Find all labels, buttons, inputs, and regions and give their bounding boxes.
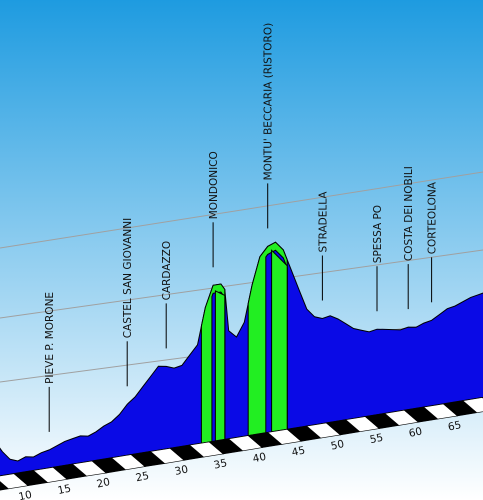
place-label-6: MONTU' BECCARIA (RISTORO) — [263, 23, 275, 181]
km-tick-label-3: 15 — [57, 483, 73, 498]
guide-line-2 — [0, 249, 483, 319]
place-label-3: CASTEL SAN GIOVANNI — [122, 218, 134, 338]
km-tick-label-2: 10 — [17, 489, 33, 500]
km-band-segment-26 — [462, 397, 483, 414]
place-label-2: PIEVE P. MORONE — [44, 292, 56, 384]
place-label-4: CARDAZZO — [161, 241, 173, 301]
km-axis: 510152025303540455055606570 — [0, 397, 483, 500]
profile-layer — [0, 241, 483, 477]
km-tick-label-4: 20 — [96, 476, 112, 491]
km-tick-label-6: 30 — [174, 463, 190, 478]
km-tick-label-9: 45 — [291, 444, 307, 459]
place-label-10: CORTEOLONA — [427, 181, 439, 254]
place-label-5: MONDONICO — [208, 151, 220, 219]
km-tick-label-8: 40 — [252, 451, 268, 466]
km-tick-label-13: 65 — [447, 419, 463, 434]
place-label-7: STRADELLA — [317, 191, 329, 253]
place-label-9: COSTA DEI NOBILI — [403, 166, 415, 261]
km-tick-label-12: 60 — [408, 425, 424, 440]
km-tick-label-11: 55 — [369, 432, 385, 447]
guide-line-3 — [0, 171, 483, 249]
climb-strip-1 — [214, 290, 226, 442]
km-tick-label-5: 25 — [135, 470, 151, 485]
annotation-leaders — [48, 183, 433, 432]
profile-area — [0, 241, 483, 477]
climb-strip-2 — [271, 249, 288, 433]
place-label-8: SPESSA PO — [372, 205, 384, 263]
km-tick-label-10: 50 — [330, 438, 346, 453]
km-tick-label-7: 35 — [213, 457, 229, 472]
